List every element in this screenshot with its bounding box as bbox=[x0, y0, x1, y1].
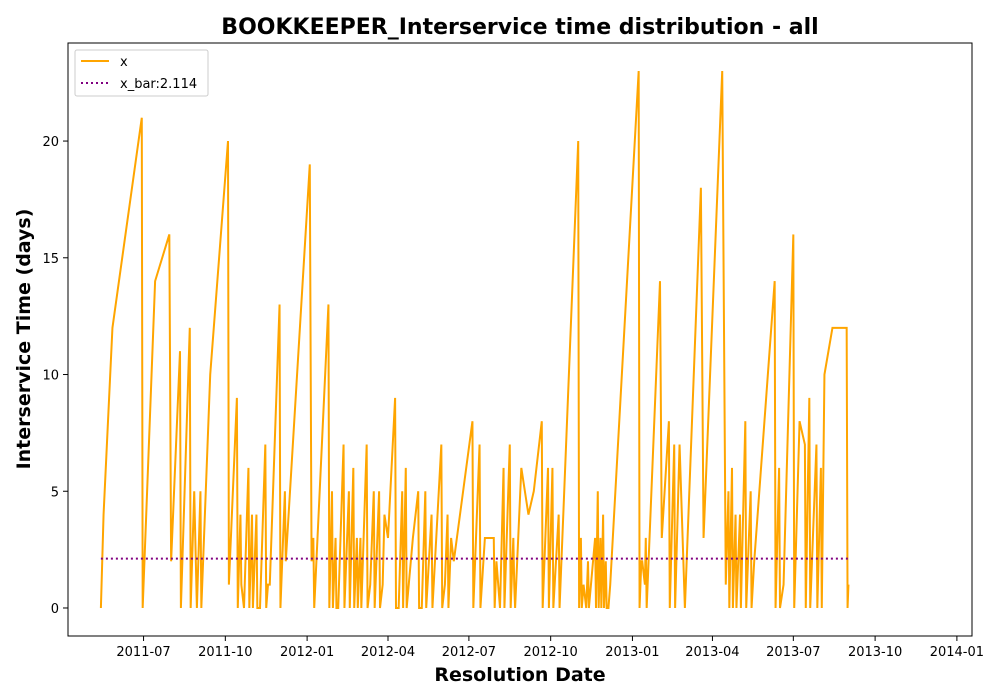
plot-frame bbox=[67, 42, 973, 637]
x-tick-label: 2011-07 bbox=[116, 645, 170, 660]
legend-label-x-bar: x_bar:2.114 bbox=[120, 77, 197, 92]
x-tick-label: 2013-07 bbox=[766, 645, 820, 660]
y-tick-label: 20 bbox=[42, 135, 59, 150]
y-axis: 0 5 10 15 20 bbox=[42, 135, 68, 617]
x-axis: 2011-07 2011-10 2012-01 2012-04 2012-07 2012-… bbox=[116, 636, 984, 660]
legend: x x_bar:2.114 bbox=[74, 49, 209, 97]
series-line-x bbox=[99, 70, 850, 609]
x-tick-label: 2012-01 bbox=[280, 645, 334, 660]
y-tick-label: 0 bbox=[51, 602, 59, 617]
y-axis-label: Interservice Time (days) bbox=[13, 209, 35, 470]
x-tick-label: 2013-01 bbox=[605, 645, 659, 660]
x-axis-label: Resolution Date bbox=[434, 664, 605, 686]
x-tick-label: 2012-04 bbox=[361, 645, 415, 660]
x-tick-label: 2014-01 bbox=[930, 645, 984, 660]
x-tick-label: 2012-07 bbox=[442, 645, 496, 660]
y-tick-label: 15 bbox=[42, 252, 59, 267]
chart-title: BOOKKEEPER_Interservice time distributio… bbox=[221, 15, 818, 40]
legend-label-x: x bbox=[120, 55, 128, 70]
y-tick-label: 5 bbox=[51, 485, 59, 500]
x-tick-label: 2013-10 bbox=[848, 645, 902, 660]
series-layer bbox=[99, 70, 850, 609]
x-tick-label: 2013-04 bbox=[685, 645, 739, 660]
y-tick-label: 10 bbox=[42, 369, 59, 384]
x-tick-label: 2012-10 bbox=[524, 645, 578, 660]
x-tick-label: 2011-10 bbox=[198, 645, 252, 660]
